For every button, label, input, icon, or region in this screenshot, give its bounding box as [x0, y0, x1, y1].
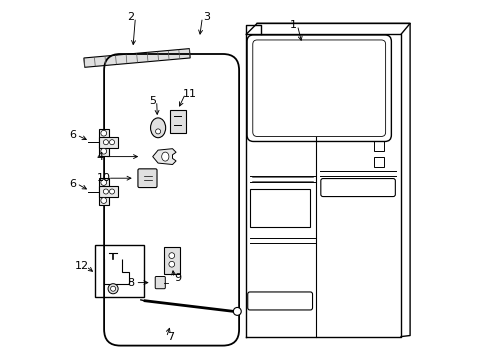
- Circle shape: [101, 148, 106, 154]
- Circle shape: [233, 307, 241, 315]
- Bar: [99, 178, 108, 205]
- Text: 6: 6: [69, 179, 76, 189]
- Text: 11: 11: [183, 89, 196, 99]
- Circle shape: [168, 261, 174, 267]
- Text: 6: 6: [69, 130, 76, 140]
- Text: 9: 9: [174, 273, 182, 283]
- Text: 10: 10: [96, 173, 110, 183]
- Polygon shape: [152, 149, 176, 165]
- Bar: [373, 141, 384, 151]
- Bar: [163, 247, 179, 274]
- Circle shape: [155, 129, 160, 134]
- Circle shape: [101, 198, 106, 203]
- Circle shape: [168, 253, 174, 258]
- Circle shape: [103, 140, 108, 145]
- Text: 7: 7: [167, 332, 174, 342]
- Circle shape: [108, 284, 118, 294]
- Circle shape: [110, 286, 115, 291]
- Bar: [99, 137, 118, 148]
- Ellipse shape: [162, 152, 168, 161]
- Circle shape: [109, 189, 114, 194]
- Bar: [95, 245, 143, 297]
- Bar: [373, 157, 384, 167]
- Text: 5: 5: [148, 96, 156, 106]
- Circle shape: [101, 130, 106, 136]
- Circle shape: [103, 189, 108, 194]
- Text: 12: 12: [75, 261, 89, 271]
- Text: 8: 8: [127, 278, 134, 288]
- Bar: [249, 189, 310, 227]
- Text: 3: 3: [203, 12, 210, 22]
- FancyBboxPatch shape: [138, 169, 157, 188]
- FancyBboxPatch shape: [155, 276, 165, 289]
- Bar: [99, 186, 118, 197]
- Polygon shape: [84, 49, 190, 67]
- Bar: [99, 129, 108, 156]
- Text: 1: 1: [289, 20, 296, 30]
- Circle shape: [101, 180, 106, 185]
- Text: 2: 2: [127, 12, 134, 22]
- Ellipse shape: [150, 118, 165, 138]
- Bar: [170, 110, 185, 133]
- Text: 4: 4: [96, 152, 103, 162]
- Circle shape: [109, 140, 114, 145]
